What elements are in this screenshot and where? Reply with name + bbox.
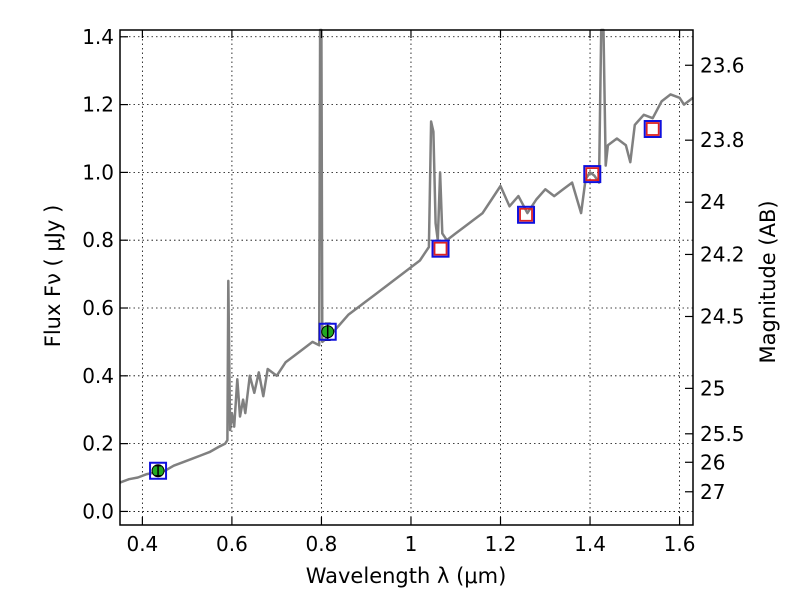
axis-ticks: 0.4 0.6 0.8 1 1.2 1.4 1.6 0.0 0.2 0.4 0.6 0.8 1.0 1.2… bbox=[82, 25, 744, 556]
y-axis-label: Flux Fν ( μJy ) bbox=[41, 205, 65, 348]
right-tick-label: 25 bbox=[700, 376, 725, 400]
x-tick-label: 0.4 bbox=[126, 532, 158, 556]
spectrum-layer bbox=[119, 28, 694, 484]
right-tick-label: 26 bbox=[700, 450, 725, 474]
right-tick-label: 27 bbox=[700, 480, 725, 504]
band-box-marker bbox=[517, 205, 536, 224]
right-tick-label: 24.2 bbox=[700, 242, 745, 266]
band-box-marker bbox=[318, 322, 337, 341]
x-tick-label: 0.8 bbox=[306, 532, 338, 556]
y-tick-label: 1.4 bbox=[82, 25, 114, 49]
photometry-markers bbox=[149, 120, 662, 480]
right-tick-label: 24.5 bbox=[700, 304, 745, 328]
x-tick-label: 1.6 bbox=[664, 532, 696, 556]
y-tick-label: 0.6 bbox=[82, 296, 114, 320]
x-tick-label: 0.6 bbox=[216, 532, 248, 556]
right-tick-label: 25.5 bbox=[700, 422, 745, 446]
right-axis-label: Magnitude (AB) bbox=[756, 200, 780, 363]
model-point bbox=[519, 207, 533, 222]
band-box-marker bbox=[643, 120, 662, 138]
spectrum-line bbox=[119, 28, 694, 484]
right-tick-label: 24 bbox=[700, 190, 725, 214]
x-axis-label: Wavelength λ (μm) bbox=[306, 564, 507, 588]
model-point bbox=[645, 122, 660, 136]
y-tick-label: 0.2 bbox=[82, 432, 114, 456]
model-point bbox=[585, 167, 600, 181]
band-box-marker bbox=[583, 165, 602, 184]
right-tick-label: 23.8 bbox=[700, 128, 745, 152]
x-tick-label: 1.2 bbox=[485, 532, 517, 556]
model-point bbox=[433, 241, 448, 256]
y-tick-label: 0.0 bbox=[82, 499, 114, 523]
x-tick-label: 1 bbox=[405, 532, 418, 556]
plot-frame bbox=[119, 29, 694, 526]
right-tick-label: 23.6 bbox=[700, 53, 745, 77]
y-tick-label: 1.2 bbox=[82, 93, 114, 117]
y-tick-label: 1.0 bbox=[82, 160, 114, 184]
band-box-marker bbox=[431, 239, 450, 258]
y-tick-label: 0.8 bbox=[82, 228, 114, 252]
x-tick-label: 1.4 bbox=[574, 532, 606, 556]
band-box-marker bbox=[149, 461, 168, 480]
grid-lines bbox=[120, 30, 693, 525]
y-tick-label: 0.4 bbox=[82, 364, 114, 388]
